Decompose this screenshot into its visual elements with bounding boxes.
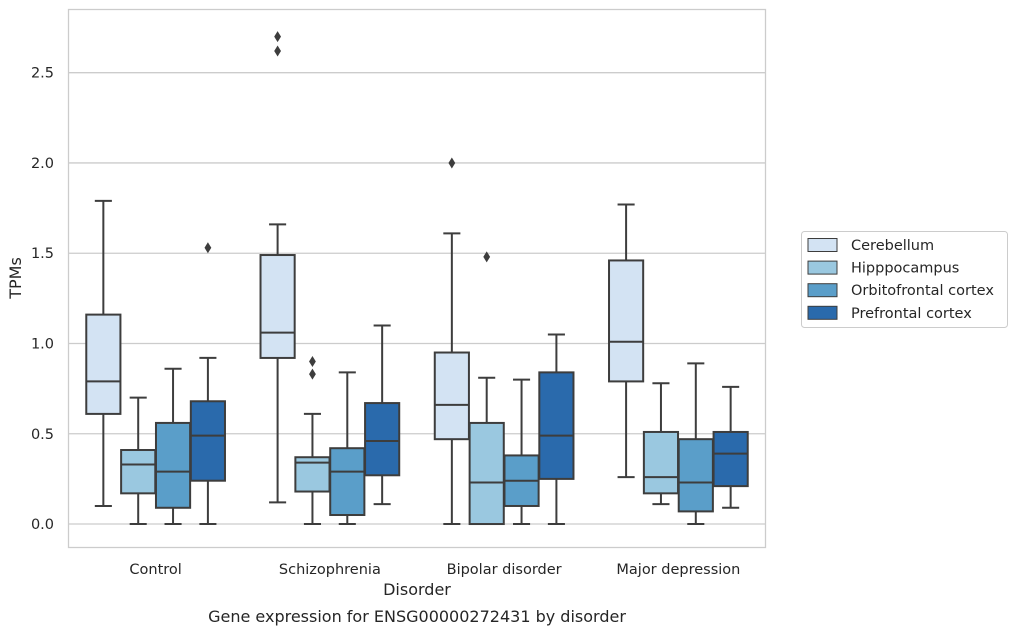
box-body (468, 421, 505, 526)
y-tick-label: 0.0 (31, 517, 54, 533)
outlier-point (309, 368, 316, 380)
legend-label: Hipppocampus (851, 261, 959, 277)
box-orbitofrontal-cortex-bipolar-disorder (503, 378, 540, 526)
box-hipppocampus-major-depression (642, 382, 680, 506)
x-tick-label: Schizophrenia (279, 562, 381, 578)
y-tick-label: 1.0 (31, 336, 54, 352)
box-body (712, 430, 749, 488)
box-body (364, 402, 401, 477)
box-body (608, 259, 645, 383)
y-axis-ticks: 0.0 0.5 1.0 1.5 2.0 2.5 (31, 66, 54, 533)
box-body (538, 371, 575, 480)
outlier-point (204, 242, 212, 254)
box-prefrontal-cortex-bipolar-disorder (538, 333, 575, 526)
legend-label: Cerebellum (851, 238, 934, 254)
box-body (677, 438, 714, 513)
box-cerebellum-schizophrenia (259, 31, 296, 504)
box-body (120, 449, 157, 495)
x-axis-ticks: Control Schizophrenia Bipolar disorder Majo… (129, 562, 740, 578)
box-prefrontal-cortex-schizophrenia (364, 324, 401, 506)
y-tick-label: 0.5 (31, 427, 54, 443)
chart-caption: Gene expression for ENSG00000272431 by d… (208, 607, 626, 626)
y-tick-label: 2.5 (31, 66, 54, 82)
box-prefrontal-cortex-control (189, 242, 226, 526)
box-body (154, 421, 192, 509)
legend: Cerebellum Hipppocampus Orbitofrontal cort… (801, 231, 1008, 328)
legend-swatch (807, 260, 838, 275)
x-axis-title: Disorder (383, 580, 451, 599)
box-prefrontal-cortex-major-depression (712, 385, 749, 509)
x-tick-label: Bipolar disorder (447, 562, 562, 578)
legend-swatch (807, 283, 838, 298)
legend-label: Orbitofrontal cortex (851, 283, 994, 299)
legend-label: Prefrontal cortex (851, 306, 972, 322)
legend-swatch (807, 305, 838, 320)
box-orbitofrontal-cortex-major-depression (677, 362, 714, 526)
box-hipppocampus-bipolar-disorder (468, 251, 505, 526)
y-tick-label: 1.5 (31, 246, 54, 262)
box-body (433, 351, 470, 441)
plot-area-frame (67, 8, 767, 549)
x-tick-label: Major depression (616, 562, 740, 578)
outlier-point (274, 31, 281, 43)
outlier-point (274, 45, 281, 57)
box-cerebellum-bipolar-disorder (433, 157, 470, 526)
box-body (189, 400, 226, 482)
outlier-point (483, 251, 491, 263)
box-cerebellum-major-depression (608, 203, 645, 479)
legend-frame (801, 231, 1008, 328)
outlier-point (309, 356, 316, 368)
y-tick-label: 2.0 (31, 156, 54, 172)
box-body (642, 430, 680, 495)
box-body (329, 447, 366, 517)
box-hipppocampus-control (120, 396, 157, 526)
box-orbitofrontal-cortex-control (154, 367, 192, 526)
outlier-point (448, 157, 456, 169)
box-series (85, 31, 749, 526)
y-axis-title: TPMs (6, 257, 25, 300)
box-orbitofrontal-cortex-schizophrenia (329, 371, 366, 526)
box-cerebellum-control (85, 199, 122, 507)
box-body (85, 313, 122, 415)
x-tick-label: Control (129, 562, 181, 578)
box-body (259, 254, 296, 359)
box-hipppocampus-schizophrenia (294, 356, 331, 526)
legend-swatch (807, 238, 838, 252)
